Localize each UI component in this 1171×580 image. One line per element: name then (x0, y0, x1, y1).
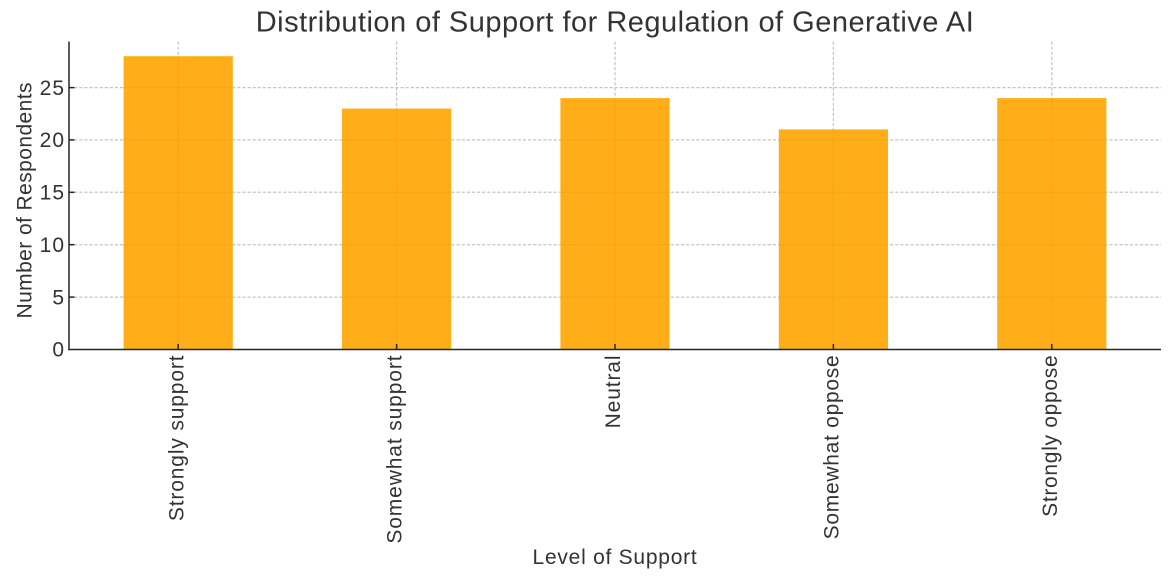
svg-text:10: 10 (40, 234, 65, 257)
svg-text:Somewhat oppose: Somewhat oppose (821, 355, 844, 540)
svg-text:5: 5 (52, 286, 65, 309)
svg-text:Level of Support: Level of Support (533, 546, 698, 569)
svg-text:25: 25 (40, 77, 65, 100)
svg-text:Neutral: Neutral (602, 355, 625, 429)
svg-text:Distribution of Support for Re: Distribution of Support for Regulation o… (256, 6, 975, 38)
svg-text:Somewhat support: Somewhat support (384, 355, 407, 544)
svg-text:Strongly support: Strongly support (165, 355, 188, 522)
svg-text:15: 15 (40, 182, 65, 205)
svg-text:20: 20 (40, 129, 65, 152)
svg-text:0: 0 (52, 339, 65, 362)
svg-text:Number of Respondents: Number of Respondents (14, 82, 37, 318)
svg-text:Strongly oppose: Strongly oppose (1039, 355, 1062, 517)
